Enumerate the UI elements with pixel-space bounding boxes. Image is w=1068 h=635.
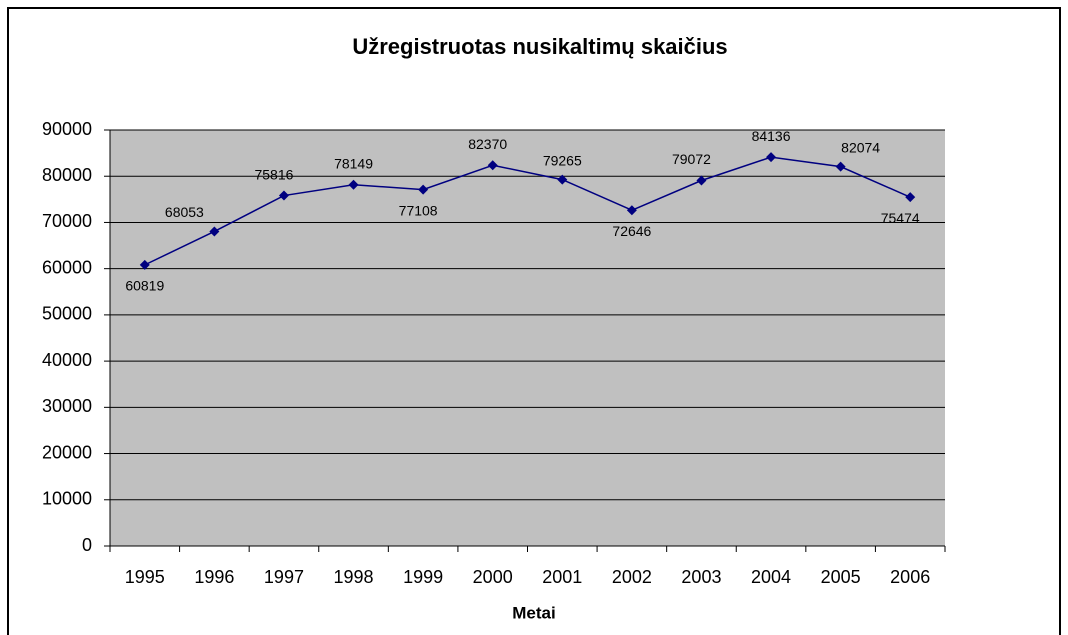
x-tick-label: 2005: [821, 567, 861, 587]
data-label: 75816: [254, 166, 293, 182]
data-label: 79072: [672, 151, 711, 167]
y-tick-label: 50000: [42, 304, 92, 324]
x-tick-label: 2001: [542, 567, 582, 587]
y-tick-label: 0: [82, 535, 92, 555]
x-tick-label: 1995: [125, 567, 165, 587]
y-tick-label: 80000: [42, 165, 92, 185]
x-tick-label: 1997: [264, 567, 304, 587]
data-label: 82074: [841, 139, 880, 155]
chart-frame: [7, 7, 1061, 635]
data-label: 77108: [399, 202, 438, 218]
y-tick-label: 40000: [42, 350, 92, 370]
data-label: 78149: [334, 155, 373, 171]
chart-title: Užregistruotas nusikaltimų skaičius: [352, 34, 727, 59]
x-axis-label: Metai: [512, 603, 555, 622]
data-label: 68053: [165, 204, 204, 220]
x-tick-label: 2004: [751, 567, 791, 587]
line: [144, 156, 911, 266]
marker: [835, 161, 846, 172]
marker: [209, 226, 220, 237]
marker: [139, 259, 150, 270]
marker: [418, 184, 429, 195]
marker: [626, 205, 637, 216]
marker: [557, 174, 568, 185]
marker: [766, 152, 777, 163]
x-tick-label: 1998: [334, 567, 374, 587]
data-label: 84136: [752, 128, 791, 144]
data-label: 82370: [468, 136, 507, 152]
marker: [348, 179, 359, 190]
y-tick-label: 10000: [42, 489, 92, 509]
x-tick-label: 2000: [473, 567, 513, 587]
data-label: 60819: [125, 278, 164, 294]
x-tick-label: 1996: [194, 567, 234, 587]
marker: [696, 175, 707, 186]
data-label: 75474: [881, 210, 920, 226]
data-label: 79265: [543, 152, 582, 168]
y-tick-label: 70000: [42, 211, 92, 231]
plot-area: [110, 130, 945, 546]
y-tick-label: 60000: [42, 257, 92, 277]
x-tick-label: 2002: [612, 567, 652, 587]
marker: [905, 192, 916, 203]
data-label: 72646: [612, 223, 651, 239]
y-tick-label: 30000: [42, 396, 92, 416]
y-tick-label: 20000: [42, 442, 92, 462]
x-tick-label: 2006: [890, 567, 930, 587]
marker: [278, 190, 289, 201]
y-tick-label: 90000: [42, 119, 92, 139]
marker: [487, 160, 498, 171]
x-tick-label: 1999: [403, 567, 443, 587]
x-tick-label: 2003: [681, 567, 721, 587]
